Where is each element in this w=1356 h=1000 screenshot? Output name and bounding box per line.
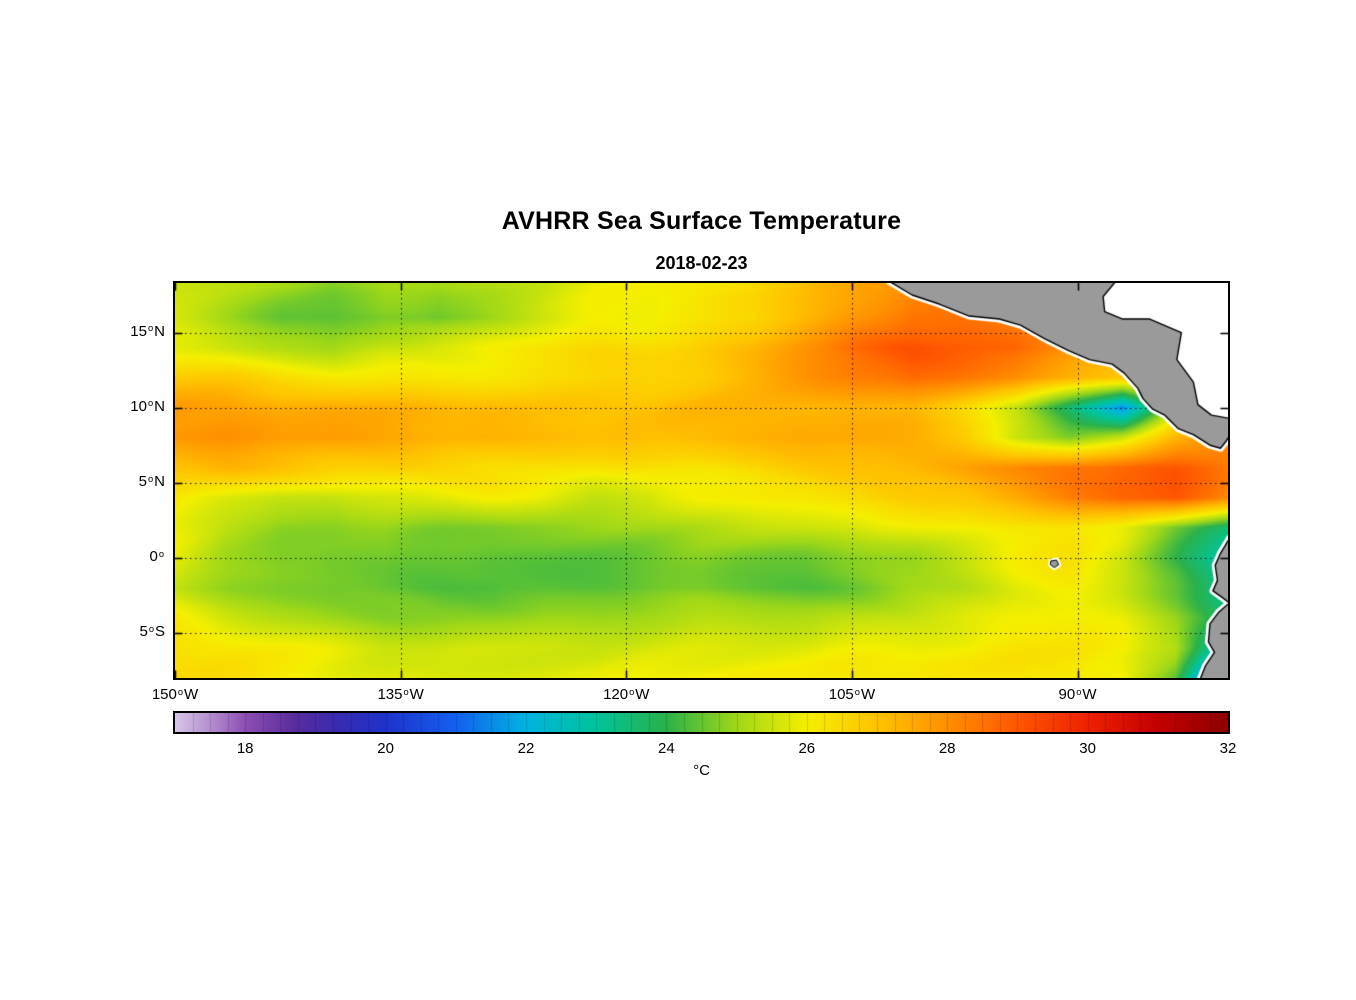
- colorbar: [173, 711, 1230, 734]
- x-tick-label: 135oW: [377, 686, 424, 703]
- y-tick-label: 10oN: [130, 397, 165, 415]
- colorbar-unit-label: °C: [693, 762, 710, 779]
- colorbar-tick-label: 32: [1219, 740, 1237, 757]
- degree-symbol: o: [147, 323, 154, 334]
- colorbar-tick-label: 28: [938, 740, 956, 757]
- degree-symbol: o: [403, 686, 409, 697]
- map-axes: [173, 281, 1230, 680]
- x-tick-label: 120oW: [603, 686, 650, 703]
- y-tick-label: 5oN: [138, 472, 165, 490]
- colorbar-tick-label: 26: [798, 740, 816, 757]
- degree-symbol: o: [147, 473, 154, 484]
- x-tick-label: 105oW: [828, 686, 876, 703]
- y-tick-label: 15oN: [130, 322, 165, 340]
- colorbar-tick-label: 20: [377, 740, 394, 757]
- degree-symbol: o: [1076, 686, 1082, 697]
- x-tick-label: 90oW: [1058, 686, 1097, 703]
- y-tick-label: 0o: [149, 547, 164, 565]
- chart-title: AVHRR Sea Surface Temperature: [501, 207, 902, 235]
- colorbar-tick-label: 30: [1079, 740, 1096, 757]
- degree-symbol: o: [158, 548, 164, 559]
- colorbar-tick-label: 24: [658, 740, 675, 757]
- colorbar-tick-label: 18: [236, 740, 254, 757]
- x-tick-label: 150oW: [151, 686, 199, 703]
- y-tick-label: 5oS: [139, 622, 165, 640]
- degree-symbol: o: [854, 686, 860, 697]
- chart-subtitle: 2018-02-23: [655, 253, 748, 273]
- colorbar-tick-label: 22: [517, 740, 535, 757]
- degree-symbol: o: [147, 398, 154, 409]
- degree-symbol: o: [177, 686, 184, 697]
- degree-symbol: o: [629, 686, 635, 697]
- sst-heatmap-canvas: [175, 283, 1228, 678]
- degree-symbol: o: [148, 623, 154, 634]
- colorbar-canvas: [175, 713, 1228, 732]
